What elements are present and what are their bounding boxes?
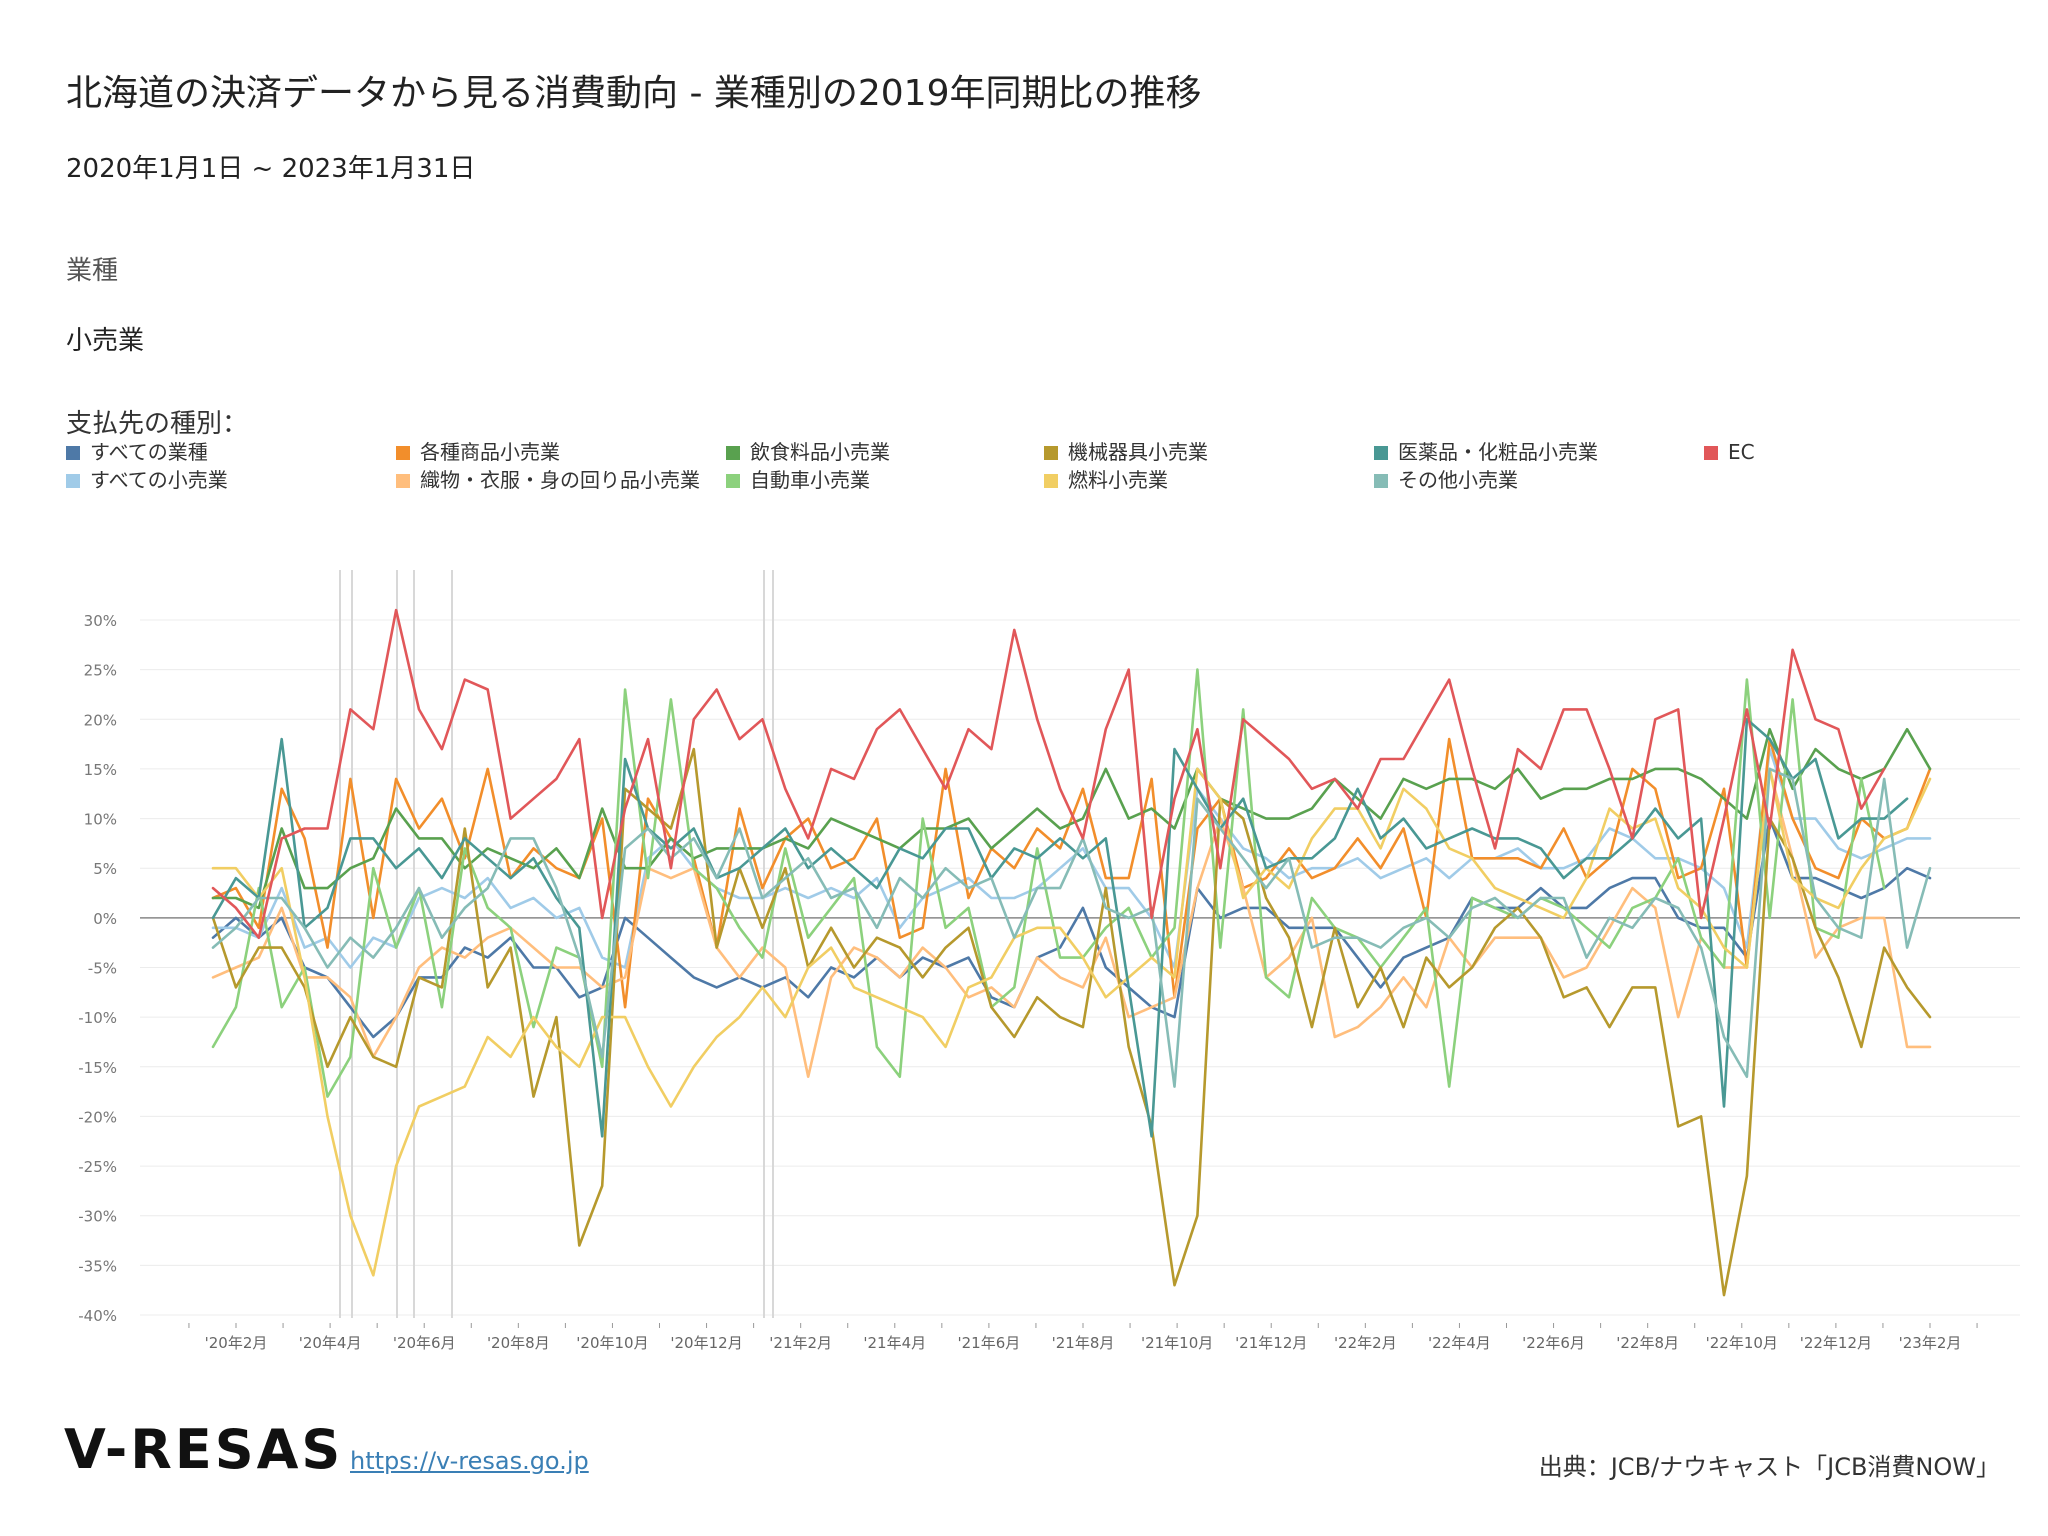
legend-label: すべての小売業 [90, 468, 228, 492]
y-tick-label: 25% [84, 662, 117, 680]
x-tick-label: '21年12月 [1235, 1334, 1307, 1352]
legend-swatch [1704, 446, 1718, 460]
legend-item[interactable]: 燃料小売業 [1044, 466, 1168, 494]
y-tick-label: -10% [78, 1009, 117, 1027]
y-tick-label: -5% [88, 960, 117, 978]
legend-swatch [1374, 474, 1388, 488]
legend-label: 織物・衣服・身の回り品小売業 [420, 468, 700, 492]
legend-swatch [66, 474, 80, 488]
chart-legend: すべての業種 各種商品小売業 飲食料品小売業 機械器具小売業 医薬品・化粧品小売業 EC す… [66, 438, 2026, 498]
y-tick-label: -35% [78, 1257, 117, 1275]
v-resas-logo: V-RESAS [64, 1418, 344, 1481]
legend-swatch [396, 474, 410, 488]
y-tick-label: -30% [78, 1208, 117, 1226]
x-tick-label: '22年8月 [1616, 1334, 1679, 1352]
legend-swatch [726, 474, 740, 488]
legend-item[interactable]: 自動車小売業 [726, 466, 870, 494]
y-tick-label: -40% [78, 1307, 117, 1325]
x-tick-label: '20年6月 [393, 1334, 456, 1352]
x-tick-label: '23年2月 [1899, 1334, 1962, 1352]
legend-label: EC [1728, 440, 1755, 464]
legend-item[interactable]: EC [1704, 438, 1755, 466]
y-tick-label: -25% [78, 1158, 117, 1176]
period-subtitle: 2020年1月1日 ~ 2023年1月31日 [66, 154, 476, 184]
legend-item[interactable]: すべての業種 [66, 438, 208, 466]
line-chart: 30% 25% 20% 15% 10% 5% 0% -5% -10% -15% -20% -25% -3… [78, 570, 2020, 1352]
x-tick-label: '20年8月 [487, 1334, 550, 1352]
x-tick-label: '20年12月 [670, 1334, 742, 1352]
source-note: 出典：JCB/ナウキャスト「JCB消費NOW」 [1538, 1453, 2000, 1481]
x-tick-label: '21年8月 [1052, 1334, 1115, 1352]
x-tick-label: '22年12月 [1800, 1334, 1872, 1352]
series-line [211, 608, 1886, 939]
y-tick-label: 30% [84, 612, 117, 630]
legend-label: 機械器具小売業 [1068, 440, 1208, 464]
series-line [211, 767, 1932, 1078]
y-tick-label: 10% [84, 811, 117, 829]
x-tick-label: '20年4月 [299, 1334, 362, 1352]
x-tick-label: '21年4月 [863, 1334, 926, 1352]
legend-item[interactable]: すべての小売業 [66, 466, 228, 494]
x-tick-label: '20年10月 [576, 1334, 648, 1352]
y-tick-label: 5% [93, 860, 117, 878]
legend-item[interactable]: 各種商品小売業 [396, 438, 560, 466]
x-tick-label: '22年4月 [1428, 1334, 1491, 1352]
legend-item[interactable]: 飲食料品小売業 [726, 438, 890, 466]
page-title: 北海道の決済データから見る消費動向 - 業種別の2019年同期比の推移 [66, 73, 1202, 114]
y-tick-label: -20% [78, 1108, 117, 1126]
legend-swatch [1044, 446, 1058, 460]
legend-item[interactable]: 機械器具小売業 [1044, 438, 1208, 466]
x-tick-label: '22年2月 [1334, 1334, 1397, 1352]
legend-item[interactable]: その他小売業 [1374, 466, 1518, 494]
legend-label: 各種商品小売業 [420, 440, 560, 464]
series-line [211, 747, 1932, 969]
x-tick-label: '21年6月 [958, 1334, 1021, 1352]
legend-swatch [396, 446, 410, 460]
legend-item[interactable]: 織物・衣服・身の回り品小売業 [396, 466, 700, 494]
legend-label: すべての業種 [90, 440, 208, 464]
legend-swatch [66, 446, 80, 460]
legend-swatch [1374, 446, 1388, 460]
legend-label: 飲食料品小売業 [750, 440, 890, 464]
x-tick-label: '21年10月 [1141, 1334, 1213, 1352]
legend-title: 支払先の種別： [66, 409, 249, 439]
filter-label: 業種 [66, 256, 119, 286]
series-line [211, 817, 1932, 1039]
x-tick-label: '22年6月 [1522, 1334, 1585, 1352]
legend-label: 医薬品・化粧品小売業 [1398, 440, 1598, 464]
y-tick-label: -15% [78, 1059, 117, 1077]
x-tick-label: '20年2月 [205, 1334, 268, 1352]
legend-label: 自動車小売業 [750, 468, 870, 492]
y-tick-label: 20% [84, 711, 117, 729]
series-line [211, 718, 1909, 1138]
x-tick-label: '22年10月 [1706, 1334, 1778, 1352]
legend-swatch [1044, 474, 1058, 488]
v-resas-link[interactable]: https://v-resas.go.jp [350, 1447, 589, 1475]
series-line [211, 668, 1886, 1098]
y-tick-label: 15% [84, 761, 117, 779]
legend-label: その他小売業 [1398, 468, 1518, 492]
legend-label: 燃料小売業 [1068, 468, 1168, 492]
x-tick-label: '21年2月 [769, 1334, 832, 1352]
y-tick-label: 0% [93, 910, 117, 928]
series-line [211, 747, 1932, 1297]
series-line [211, 767, 1932, 1088]
legend-item[interactable]: 医薬品・化粧品小売業 [1374, 438, 1598, 466]
legend-swatch [726, 446, 740, 460]
filter-dropdown[interactable]: 小売業 [66, 326, 145, 356]
